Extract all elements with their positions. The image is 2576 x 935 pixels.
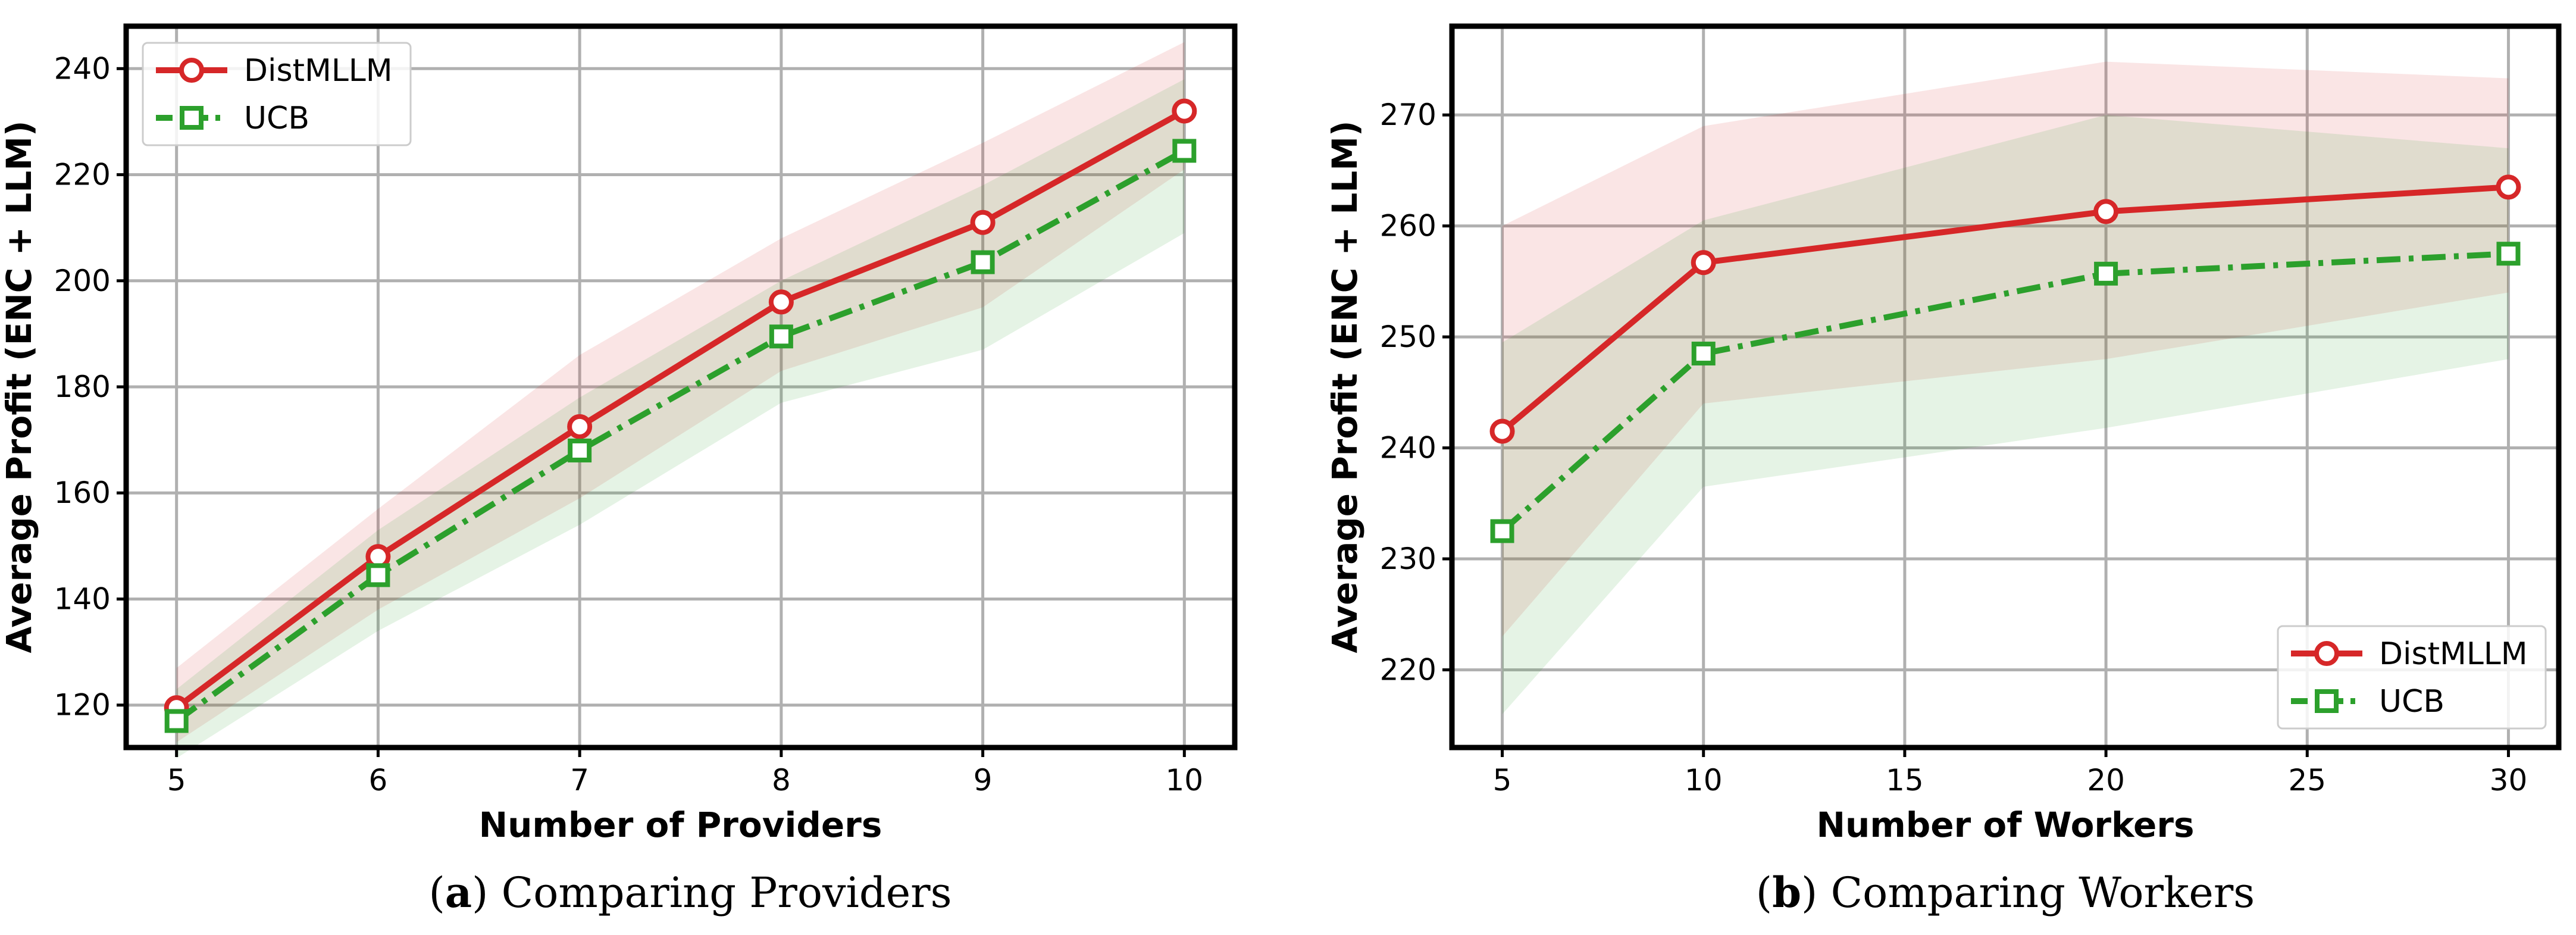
- caption-letter: b: [1772, 868, 1801, 917]
- x-tick-label: 30: [2490, 763, 2528, 798]
- y-tick-label: 230: [1380, 542, 1436, 576]
- y-tick-label: 180: [54, 370, 111, 404]
- x-tick-label: 5: [167, 763, 186, 798]
- y-tick-label: 250: [1380, 320, 1436, 354]
- caption-paren: (: [428, 868, 445, 917]
- band-distmllm: [1502, 61, 2509, 637]
- data-point-distmllm: [567, 414, 593, 439]
- x-tick-label: 6: [369, 763, 388, 798]
- legend-label-ucb: UCB: [244, 101, 309, 136]
- caption-paren: (: [1756, 868, 1772, 917]
- band-ucb: [176, 79, 1185, 758]
- x-tick-label: 20: [2087, 763, 2125, 798]
- legend: DistMLLM UCB: [2277, 625, 2547, 730]
- y-tick-label: 260: [1380, 209, 1436, 243]
- legend-marker-ucb: [2315, 689, 2339, 713]
- plot-frame: [1449, 23, 2562, 750]
- data-point-distmllm: [1691, 250, 1716, 276]
- data-point-distmllm: [768, 289, 794, 315]
- y-tick-label: 270: [1380, 98, 1436, 132]
- y-tick-label: 120: [54, 688, 111, 723]
- data-point-distmllm: [1489, 418, 1515, 444]
- y-tick-label: 160: [54, 476, 111, 510]
- legend-label-ucb: UCB: [2379, 684, 2444, 720]
- x-tick-label: 10: [1685, 763, 1723, 798]
- y-tick-label: 220: [54, 158, 111, 192]
- x-tick-label: 9: [974, 763, 993, 798]
- data-point-ucb: [1490, 519, 1514, 543]
- panel-caption: (a) Comparing Providers: [428, 868, 951, 917]
- y-tick-label: 240: [1380, 431, 1436, 465]
- y-tick-label: 220: [1380, 652, 1436, 687]
- x-tick-label: 15: [1886, 763, 1924, 798]
- legend-label-distmllm: DistMLLM: [2379, 636, 2528, 672]
- legend-label-distmllm: DistMLLM: [244, 53, 393, 89]
- legend-marker-distmllm: [2314, 641, 2339, 666]
- legend-marker-distmllm: [179, 58, 204, 83]
- caption-text: ) Comparing Providers: [472, 868, 951, 917]
- chart-panel-a: 5 6 7 8 9 10 120 140 160 180 200 220 240 Number of Pr…: [0, 23, 1238, 917]
- data-point-ucb: [971, 250, 995, 274]
- x-tick-label: 10: [1166, 763, 1204, 798]
- y-axis-label: Average Profit (ENC + LLM): [0, 121, 39, 653]
- data-point-ucb: [164, 709, 189, 733]
- y-tick-label: 200: [54, 264, 111, 298]
- series-line-ucb: [174, 148, 1186, 724]
- legend-marker-ucb: [180, 106, 204, 130]
- data-point-distmllm: [1172, 98, 1197, 124]
- series-line-ucb: [1500, 251, 2509, 534]
- x-tick-label: 7: [570, 763, 589, 798]
- x-axis-label: Number of Workers: [1816, 805, 2194, 845]
- caption-text: ) Comparing Workers: [1801, 868, 2255, 917]
- data-point-ucb: [2496, 242, 2521, 266]
- panel-caption: (b) Comparing Workers: [1756, 868, 2255, 917]
- data-point-ucb: [1691, 342, 1716, 366]
- data-point-ucb: [2094, 261, 2118, 286]
- x-tick-label: 8: [772, 763, 791, 798]
- legend: DistMLLM UCB: [142, 42, 412, 146]
- data-point-ucb: [1172, 139, 1197, 163]
- chart-panel-b: 5 10 15 20 25 30 220 230 240 250 260 270 Number of W…: [1325, 23, 2562, 917]
- caption-letter: a: [445, 868, 472, 917]
- x-tick-label: 5: [1493, 763, 1512, 798]
- data-point-distmllm: [970, 209, 996, 235]
- data-point-ucb: [366, 563, 390, 587]
- data-point-distmllm: [2093, 199, 2119, 224]
- data-point-distmllm: [2496, 174, 2521, 200]
- data-point-ucb: [769, 324, 793, 349]
- y-tick-label: 240: [54, 51, 111, 86]
- x-axis-label: Number of Providers: [479, 805, 882, 845]
- x-tick-label: 25: [2288, 763, 2326, 798]
- y-axis-label: Average Profit (ENC + LLM): [1325, 121, 1365, 653]
- series-line-distmllm: [174, 108, 1186, 711]
- series-line-distmllm: [1500, 184, 2509, 434]
- data-point-ucb: [568, 438, 592, 462]
- y-tick-label: 140: [54, 581, 111, 616]
